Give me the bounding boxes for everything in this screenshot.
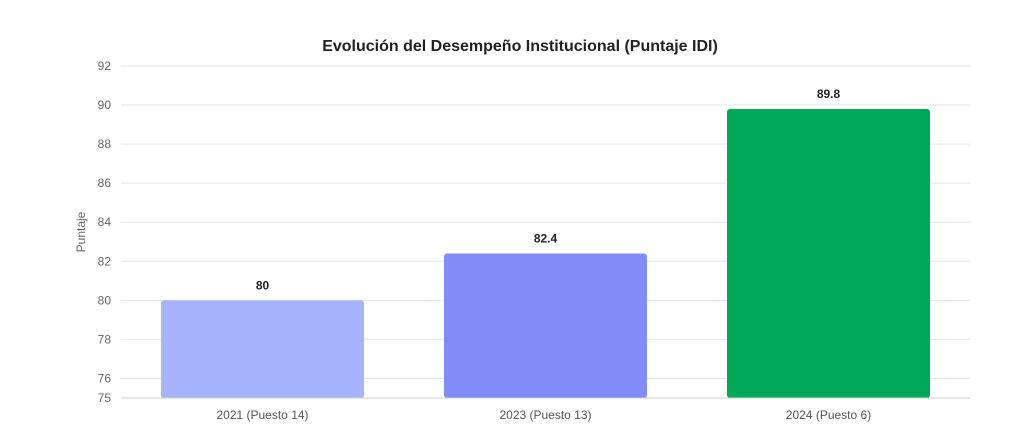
y-tick-layer: 75 76 78 80 82 84 86 88 90 92 [98,59,112,405]
bar [444,253,647,398]
data-label-layer: 80 82.4 89.8 [256,87,841,292]
y-tick-label: 92 [98,59,112,73]
y-tick-label: 86 [98,176,112,190]
x-tick-label: 2021 (Puesto 14) [216,408,308,422]
bar-layer [161,108,930,398]
x-tick-label: 2023 (Puesto 13) [499,408,591,422]
data-label: 89.8 [817,87,841,101]
y-tick-label: 90 [98,98,112,112]
y-axis-label: Puntaje [74,211,88,252]
chart-title: Evolución del Desempeño Institucional (P… [322,38,718,55]
y-tick-label: 84 [98,215,112,229]
y-tick-label: 78 [98,332,112,346]
data-label: 80 [256,278,270,292]
x-tick-label: 2024 (Puesto 6) [786,408,871,422]
data-label: 82.4 [534,231,558,245]
y-tick-label: 76 [98,371,112,385]
bar [727,108,930,398]
bar [161,300,364,398]
y-tick-label: 82 [98,254,112,268]
y-tick-label: 88 [98,137,112,151]
x-tick-layer: 2021 (Puesto 14) 2023 (Puesto 13) 2024 (Pu… [216,408,871,422]
y-tick-label: 75 [98,391,112,405]
y-tick-label: 80 [98,293,112,307]
